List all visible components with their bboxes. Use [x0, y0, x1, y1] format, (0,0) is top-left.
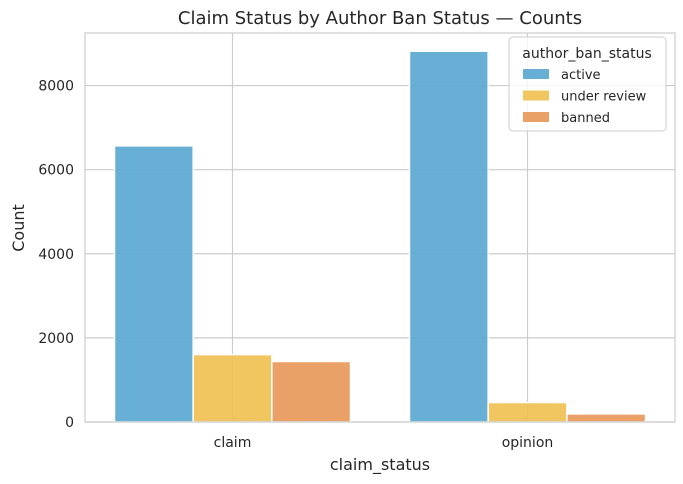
- legend-swatch: [523, 69, 549, 79]
- y-tick-label: 8000: [38, 79, 74, 95]
- legend-swatch: [523, 112, 549, 122]
- x-axis-label: claim_status: [330, 455, 430, 475]
- bar-banned-claim: [271, 360, 352, 423]
- y-tick-labels: 0 2000 4000 6000 8000: [38, 79, 74, 431]
- y-tick-label: 0: [65, 415, 74, 431]
- legend-entry: active: [561, 68, 601, 83]
- legend-title: author_ban_status: [522, 46, 652, 62]
- legend-box: [508, 36, 667, 132]
- bar-active-opinion: [408, 50, 489, 423]
- x-tick-label: opinion: [502, 435, 554, 451]
- y-tick-label: 6000: [38, 163, 74, 179]
- bar-under-review-opinion: [487, 401, 568, 423]
- chart-title: Claim Status by Author Ban Status — Coun…: [178, 8, 582, 29]
- legend-entry: banned: [561, 111, 610, 126]
- plot-frame: [84, 32, 676, 423]
- legend-swatch: [523, 90, 549, 101]
- bar-banned-opinion: [566, 413, 647, 423]
- bar-active-claim: [113, 145, 194, 423]
- y-axis-label: Count: [9, 204, 28, 252]
- bar-under-review-claim: [192, 353, 273, 423]
- x-tick-labels: claim opinion: [214, 435, 554, 451]
- y-tick-label: 2000: [38, 331, 74, 347]
- legend-items: active under review banned: [523, 68, 647, 126]
- legend-entry: under review: [561, 90, 647, 105]
- legend: author_ban_status active under review bann…: [508, 36, 667, 132]
- x-tick-label: claim: [214, 435, 252, 451]
- y-tick-label: 4000: [38, 247, 74, 263]
